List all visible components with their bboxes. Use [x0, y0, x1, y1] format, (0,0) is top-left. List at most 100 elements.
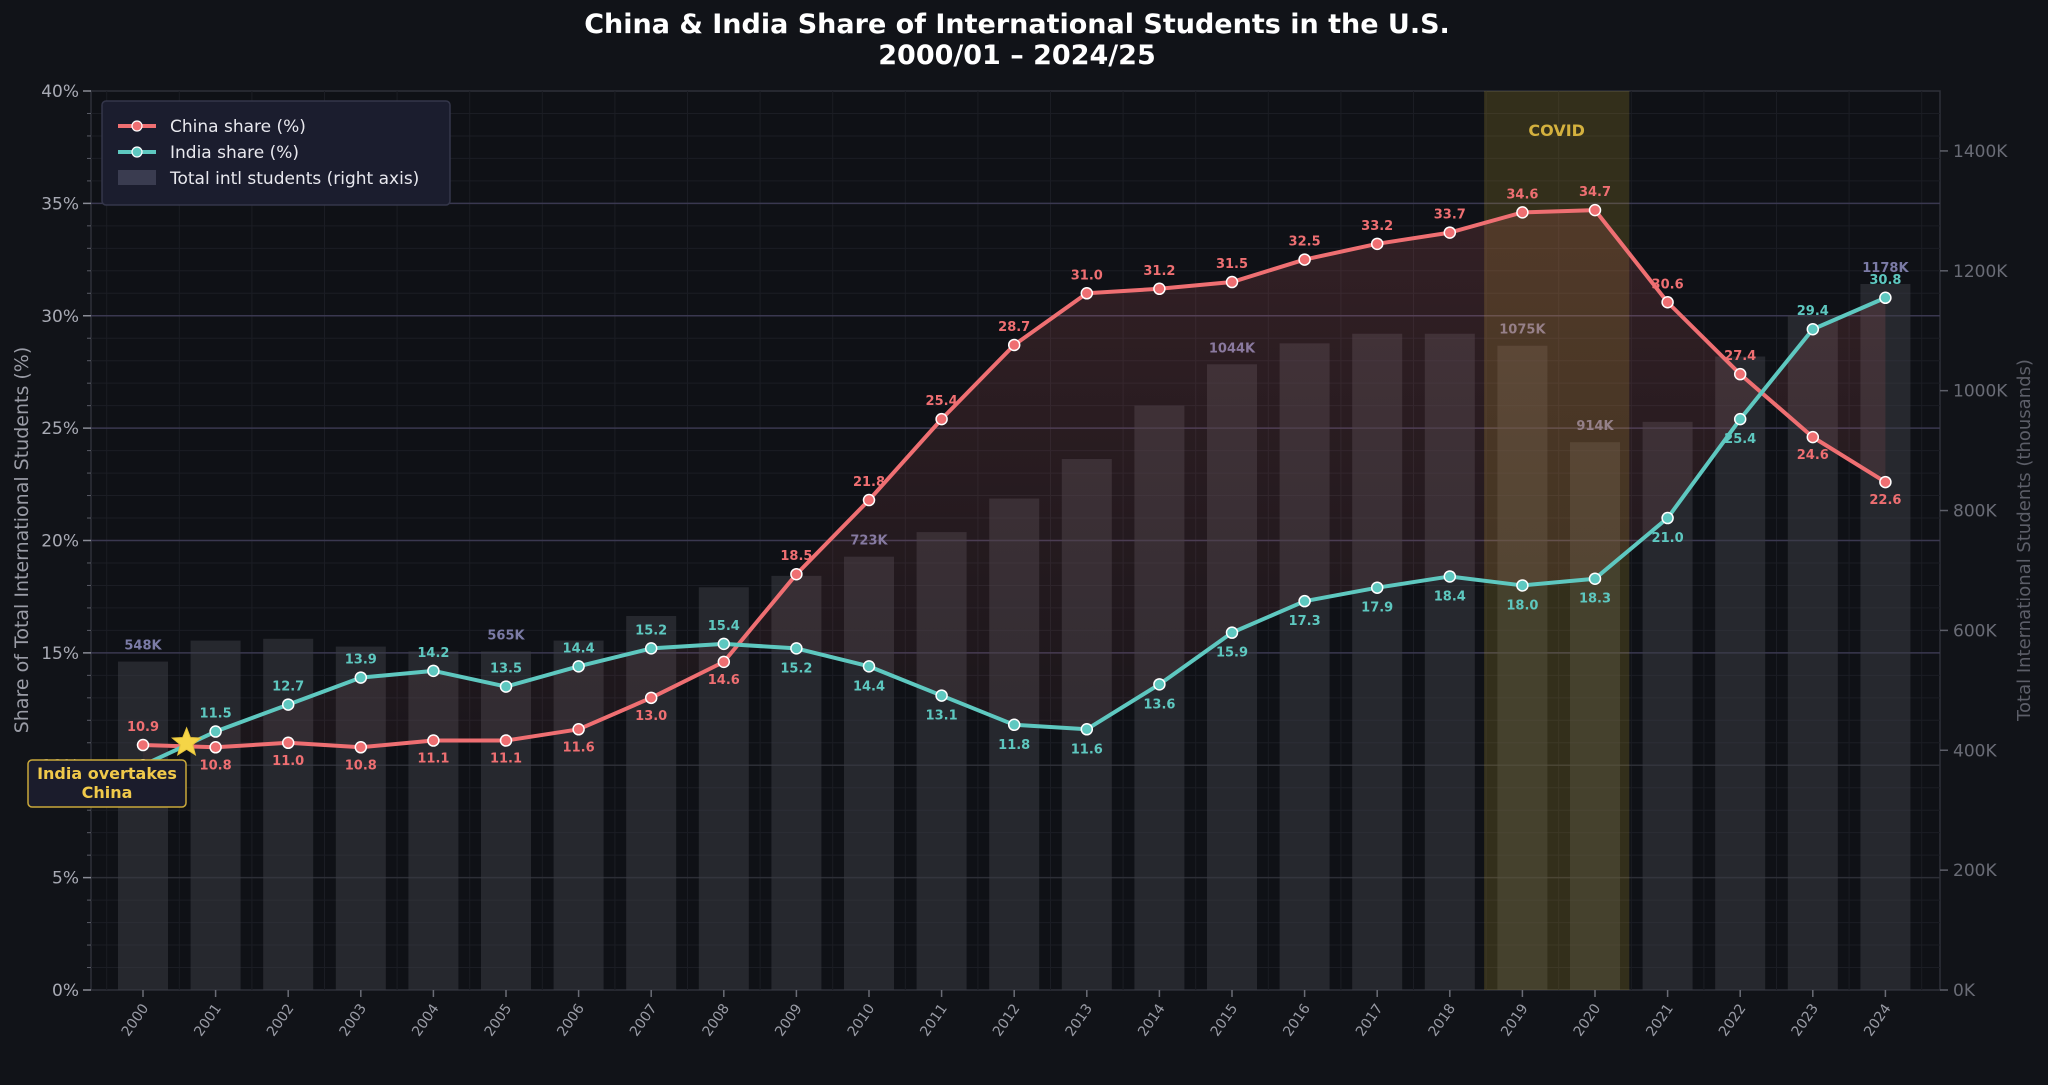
india-data-label: 14.2	[417, 646, 449, 661]
chart-title: China & India Share of International Stu…	[584, 9, 1450, 40]
india-point	[1225, 626, 1239, 639]
china-point	[935, 412, 948, 426]
china-point	[1298, 253, 1311, 266]
y-axis-label: Share of Total International Students (%…	[11, 347, 33, 734]
india-data-label: 18.0	[1506, 598, 1538, 613]
india-point	[1733, 412, 1747, 426]
india-data-label: 12.7	[272, 680, 304, 695]
china-data-label: 21.8	[853, 475, 885, 490]
china-point	[499, 734, 513, 747]
india-data-label: 17.3	[1289, 614, 1321, 629]
india-data-label: 18.3	[1579, 592, 1611, 607]
x-tick-label: 2022	[1716, 1001, 1750, 1039]
china-point	[862, 493, 876, 507]
india-point	[1588, 572, 1602, 585]
china-data-label: 27.4	[1724, 349, 1756, 364]
india-point	[427, 664, 440, 678]
india-point	[499, 680, 513, 693]
x-tick-label: 2010	[845, 1001, 879, 1039]
india-point	[1298, 594, 1311, 608]
covid-label: COVID	[1528, 121, 1585, 140]
y2-tick-label: 800K	[1953, 502, 1997, 522]
china-data-label: 10.8	[200, 758, 232, 773]
india-data-label: 17.9	[1361, 601, 1393, 616]
china-data-label: 10.9	[127, 720, 159, 735]
india-point	[572, 660, 585, 673]
x-tick-label: 2014	[1135, 1001, 1169, 1039]
legend-box	[101, 100, 451, 206]
china-data-label: 31.0	[1071, 268, 1103, 283]
y2-tick-label: 600K	[1953, 621, 1997, 641]
india-data-label: 15.4	[708, 619, 740, 634]
line-series	[136, 203, 1892, 772]
china-data-label: 24.6	[1797, 448, 1829, 463]
china-data-label: 11.6	[563, 740, 595, 755]
china-data-label: 31.5	[1216, 257, 1248, 272]
china-data-label: 33.2	[1361, 219, 1393, 234]
share-gap-area	[143, 210, 1886, 766]
x-tick-label: 2002	[264, 1001, 298, 1039]
annotation-box	[27, 759, 187, 808]
legend-bars-label: Total intl students (right axis)	[169, 169, 419, 189]
india-data-label: 14.4	[853, 679, 885, 694]
china-data-label: 30.6	[1652, 277, 1684, 292]
china-point	[1661, 296, 1674, 309]
india-point	[790, 642, 803, 655]
legend-india-marker	[131, 146, 143, 158]
bar-total-students	[1715, 356, 1766, 991]
india-data-label: 29.4	[1797, 304, 1829, 319]
india-point	[1080, 723, 1094, 736]
y2-tick-label: 200K	[1953, 861, 1997, 881]
india-data-label: 13.9	[345, 653, 377, 668]
china-data-label: 22.6	[1869, 493, 1901, 508]
legend-china-label: China share (%)	[170, 117, 306, 137]
china-point	[354, 741, 368, 754]
india-data-label: 11.5	[200, 707, 232, 722]
y2-tick-label: 0K	[1953, 981, 1976, 1001]
china-data-label: 14.6	[708, 673, 740, 688]
china-data-label: 34.7	[1579, 185, 1611, 200]
annotation-text-line1: India overtakes	[37, 764, 177, 783]
india-point	[1661, 511, 1674, 525]
china-point	[1007, 338, 1021, 352]
china-point	[1080, 287, 1094, 300]
india-data-label: 25.4	[1724, 432, 1756, 447]
x-tick-label: 2008	[700, 1001, 734, 1039]
india-point	[1806, 322, 1820, 336]
india-data-label: 15.2	[635, 623, 667, 638]
y2-tick-label: 1200K	[1953, 262, 2008, 282]
china-point	[209, 741, 222, 754]
india-point	[862, 660, 876, 673]
china-point	[281, 736, 295, 750]
china-point	[790, 567, 803, 581]
x-tick-label: 2011	[917, 1001, 951, 1039]
y-tick-label: 0%	[52, 981, 79, 1001]
bar-total-students	[190, 640, 241, 990]
china-point	[1153, 282, 1166, 296]
china-data-label: 25.4	[926, 394, 958, 409]
china-india-gap-fill	[143, 210, 1886, 766]
china-data-label: 11.1	[417, 752, 449, 767]
india-point	[281, 698, 295, 711]
y-tick-label: 5%	[52, 869, 79, 889]
india-point	[1443, 570, 1457, 583]
china-data-label: 10.8	[345, 758, 377, 773]
y-tick-label: 30%	[41, 307, 79, 327]
y-tick-label: 35%	[41, 194, 79, 214]
india-data-label: 13.5	[490, 662, 522, 677]
india-point	[1153, 678, 1166, 691]
china-point	[1879, 475, 1892, 489]
china-data-label: 31.2	[1143, 264, 1175, 279]
y2-tick-label: 1400K	[1953, 142, 2008, 162]
china-data-label: 28.7	[998, 320, 1030, 335]
china-point	[1443, 226, 1457, 239]
india-point	[1370, 581, 1384, 594]
x-tick-label: 2019	[1498, 1001, 1532, 1039]
china-data-label: 11.1	[490, 752, 522, 767]
india-data-label: 30.8	[1869, 273, 1901, 288]
y-tick-label: 15%	[41, 644, 79, 664]
india-data-label: 11.6	[1071, 742, 1103, 757]
bar-data-label: 548K	[124, 639, 162, 654]
